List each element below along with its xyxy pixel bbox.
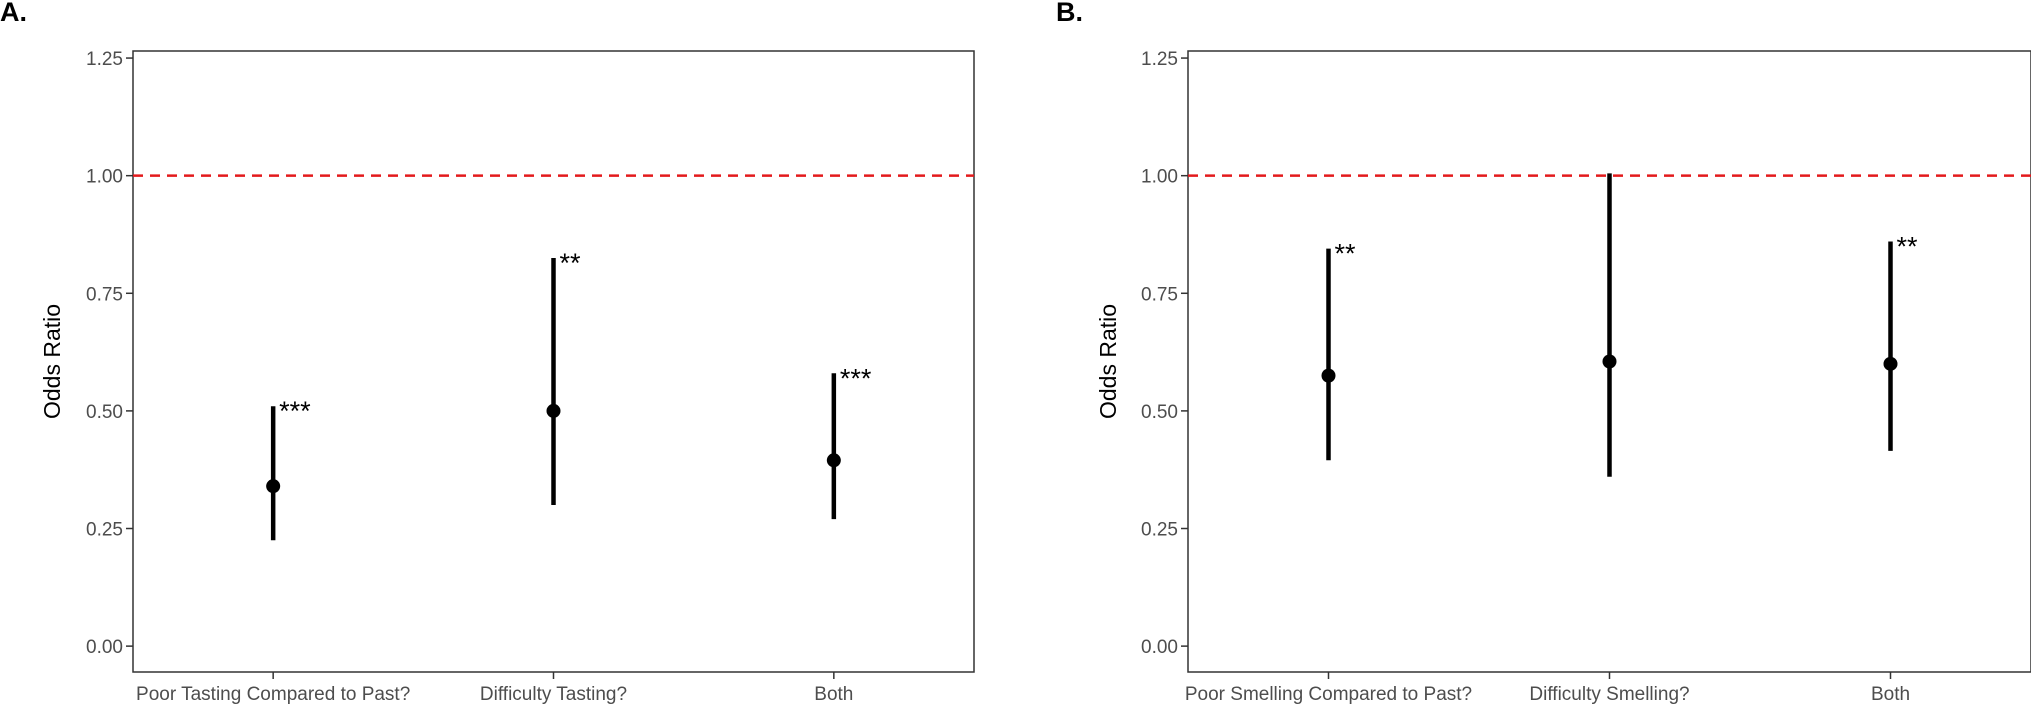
y-tick-label: 0.25 xyxy=(86,520,123,541)
y-tick-label: 0.25 xyxy=(1141,520,1178,541)
panel-a: A. 0.00 0.25 0.50 0.75 1.00 1.25 Odds Ratio Poor… xyxy=(0,0,975,705)
y-tick-label: 0.50 xyxy=(86,402,123,423)
category-label: Both xyxy=(814,684,853,705)
category-label: Poor Smelling Compared to Past? xyxy=(1185,684,1472,705)
significance-label: *** xyxy=(279,396,311,426)
estimate-point xyxy=(266,479,281,494)
y-tick-label: 1.00 xyxy=(1141,167,1178,188)
estimate-point xyxy=(1321,368,1336,383)
significance-label: ** xyxy=(560,248,582,278)
y-tick-label: 1.00 xyxy=(86,167,123,188)
category-label: Both xyxy=(1871,684,1910,705)
estimate-point xyxy=(826,453,841,468)
significance-label: ** xyxy=(1335,239,1357,269)
y-tick-label: 0.00 xyxy=(86,637,123,658)
panel-label: B. xyxy=(1056,0,1083,27)
category-label: Difficulty Smelling? xyxy=(1529,684,1689,705)
estimate-point xyxy=(1602,354,1617,369)
significance-label: ** xyxy=(1897,232,1919,262)
y-tick-label: 1.25 xyxy=(86,49,123,70)
estimate-point xyxy=(1883,356,1898,371)
category-label: Difficulty Tasting? xyxy=(480,684,627,705)
significance-label: *** xyxy=(840,363,872,393)
category-label: Poor Tasting Compared to Past? xyxy=(136,684,410,705)
y-tick-label: 0.00 xyxy=(1141,637,1178,658)
y-tick-label: 0.50 xyxy=(1141,402,1178,423)
panel-label: A. xyxy=(0,0,27,27)
y-tick-label: 0.75 xyxy=(1141,284,1178,305)
panel-b: B. 0.00 0.25 0.50 0.75 1.00 1.25 Odds Ratio Poor… xyxy=(1056,0,2031,705)
y-axis-title: Odds Ratio xyxy=(1095,304,1121,419)
y-axis-title: Odds Ratio xyxy=(39,304,65,419)
y-tick-label: 1.25 xyxy=(1141,49,1178,70)
estimate-point xyxy=(546,403,561,418)
y-tick-label: 0.75 xyxy=(86,284,123,305)
